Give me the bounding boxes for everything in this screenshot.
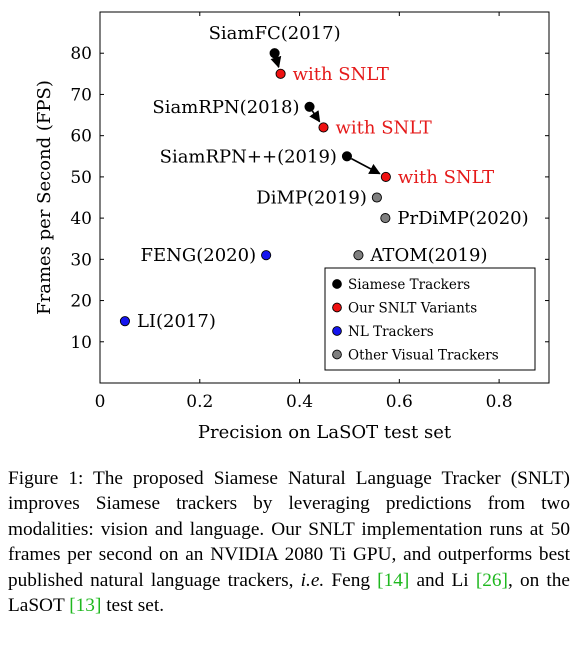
data-point (341, 151, 353, 162)
legend-marker (332, 349, 342, 360)
y-tick-label: 40 (70, 209, 92, 229)
arrow-layer (270, 55, 381, 175)
data-label: ATOM(2019) (369, 245, 487, 266)
citation-link[interactable]: [13] (69, 595, 102, 617)
x-tick-label: 0.2 (186, 392, 213, 412)
figure-label: Figure 1: (8, 468, 84, 489)
y-tick-label: 70 (70, 85, 92, 105)
legend-label: NL Trackers (348, 324, 434, 340)
x-tick-label: 0.8 (486, 392, 513, 412)
y-tick-label: 60 (70, 127, 92, 147)
scatter-chart: 0 0.2 0.4 0.6 0.8 10 20 30 40 50 60 70 80 Precision o… (34, 11, 550, 443)
data-label: SiamRPN(2018) (152, 97, 299, 118)
y-tick-label: 10 (70, 333, 92, 353)
y-tick-label: 30 (70, 250, 92, 270)
legend: Siamese Trackers Our SNLT Variants NL Trac… (324, 267, 536, 371)
legend-label: Other Visual Trackers (348, 348, 499, 364)
data-label: SiamFC(2017) (209, 23, 341, 44)
caption-text: test set. (106, 595, 165, 617)
trend-arrow (309, 110, 321, 123)
trend-arrow (270, 55, 282, 69)
data-point (380, 171, 391, 182)
points-layer: SiamFC(2017) SiamRPN(2018) SiamRPN++(2019)… (119, 23, 529, 332)
data-point (318, 122, 329, 133)
data-point (380, 213, 391, 224)
caption-ie: i.e. (300, 569, 325, 591)
caption-text: and Li (416, 569, 469, 591)
data-point (371, 192, 382, 203)
data-label: FENG(2020) (141, 245, 257, 266)
data-label: SiamRPN++(2019) (160, 146, 337, 167)
y-tick-label: 80 (70, 44, 92, 64)
legend-label: Siamese Trackers (348, 277, 470, 293)
caption-text: Feng (331, 569, 370, 591)
data-label: with SNLT (336, 117, 432, 138)
y-tick-label: 20 (70, 292, 92, 312)
citation-link[interactable]: [26] (475, 569, 508, 591)
data-label: DiMP(2019) (256, 188, 367, 209)
data-point (261, 250, 272, 261)
caption-text: , on the LaSOT (8, 569, 570, 617)
data-point (353, 250, 364, 261)
legend-marker (332, 279, 342, 289)
data-point (119, 316, 130, 327)
y-tick-label: 50 (70, 168, 92, 188)
data-point (275, 68, 286, 79)
data-point (269, 48, 280, 59)
data-label: with SNLT (398, 167, 494, 188)
plot-frame (99, 11, 550, 384)
trend-arrow (350, 157, 381, 175)
legend-label: Our SNLT Variants (348, 301, 477, 317)
figure-caption: Figure 1: The proposed Siamese Natural L… (8, 466, 570, 618)
x-tick-label: 0 (95, 392, 106, 412)
x-axis-label: Precision on LaSOT test set (198, 422, 452, 443)
x-tick-label: 0.6 (386, 392, 413, 412)
data-point (304, 101, 315, 112)
data-label: with SNLT (293, 64, 389, 85)
data-label: LI(2017) (137, 311, 216, 332)
caption-text: The proposed Siamese Natural Language Tr… (8, 468, 570, 591)
x-tick-label: 0.4 (286, 392, 313, 412)
legend-marker (332, 302, 342, 313)
citation-link[interactable]: [14] (377, 569, 410, 591)
y-axis-label: Frames per Second (FPS) (34, 80, 55, 315)
legend-marker (332, 326, 342, 336)
data-label: PrDiMP(2020) (397, 208, 528, 229)
chart-axes: 0 0.2 0.4 0.6 0.8 10 20 30 40 50 60 70 80 Precision o… (34, 11, 550, 443)
legend-box (324, 267, 536, 371)
